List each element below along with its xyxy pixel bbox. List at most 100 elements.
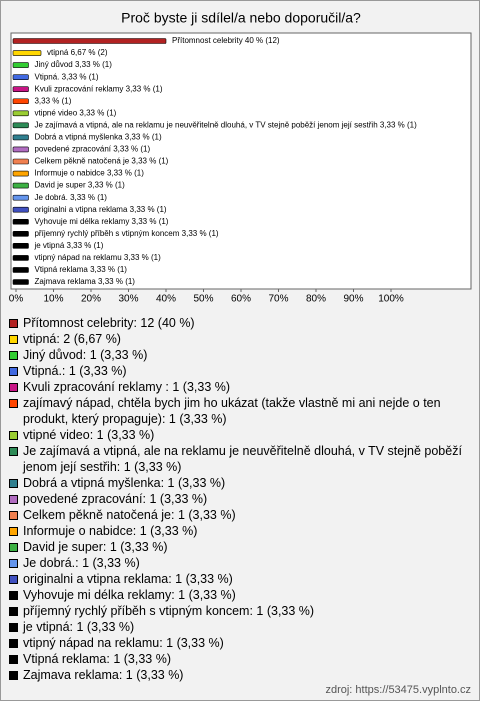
legend-label: zajímavý nápad, chtěla bych jim ho ukáza…	[23, 396, 441, 426]
legend-label: David je super: 1 (3,33 %)	[23, 540, 168, 554]
legend-label: Informuje o nabidce: 1 (3,33 %)	[23, 524, 198, 538]
legend-label: vtipné video: 1 (3,33 %)	[23, 428, 155, 442]
bar	[12, 50, 42, 56]
legend-label: Zajmava reklama: 1 (3,33 %)	[23, 668, 184, 682]
data-label: Kvuli zpracování reklamy 3,33 % (1)	[34, 84, 162, 93]
x-tick-label: 70%	[268, 294, 288, 305]
legend-swatch	[9, 335, 18, 344]
bar	[12, 38, 167, 44]
chart: Proč byste ji sdílel/a nebo doporučil/a?…	[9, 10, 472, 305]
data-label: Celkem pěkně natočená je 3,33 % (1)	[34, 157, 168, 166]
legend-item: Je dobrá.: 1 (3,33 %)	[9, 555, 471, 571]
legend-swatch	[9, 527, 18, 536]
data-label: vtipná 6,67 % (2)	[47, 48, 108, 57]
data-label: David je super 3,33 % (1)	[34, 181, 125, 190]
legend-swatch	[9, 671, 18, 680]
legend-swatch	[9, 319, 18, 328]
legend-item: Vtipná.: 1 (3,33 %)	[9, 363, 471, 379]
bar	[12, 218, 29, 225]
bar	[12, 110, 29, 117]
data-label: Je dobrá. 3,33 % (1)	[34, 193, 107, 202]
legend-swatch	[9, 495, 18, 504]
legend-swatch	[9, 591, 18, 600]
legend-item: Je zajímavá a vtipná, ale na reklamu je …	[9, 443, 471, 475]
legend-swatch	[9, 639, 18, 648]
legend-item: Celkem pěkně natočená je: 1 (3,33 %)	[9, 507, 471, 523]
legend-item: vtipné video: 1 (3,33 %)	[9, 427, 471, 443]
data-label: Vtipná. 3,33 % (1)	[34, 72, 98, 81]
data-label: příjemný rychlý příběh s vtipným koncem …	[34, 229, 218, 238]
legend-item: povedené zpracování: 1 (3,33 %)	[9, 491, 471, 507]
bar	[12, 243, 29, 249]
data-label: Přítomnost celebrity 40 % (12)	[172, 36, 280, 45]
bar	[12, 134, 29, 141]
bar	[12, 74, 29, 80]
legend-label: Je dobrá.: 1 (3,33 %)	[23, 556, 140, 570]
data-label: Je zajímavá a vtipná, ale na reklamu je …	[34, 120, 417, 129]
legend-item: David je super: 1 (3,33 %)	[9, 539, 471, 555]
legend-swatch	[9, 655, 18, 664]
legend-item: Kvuli zpracování reklamy : 1 (3,33 %)	[9, 379, 471, 395]
bar	[12, 182, 29, 189]
legend-swatch	[9, 383, 18, 392]
legend-label: vtipná: 2 (6,67 %)	[23, 332, 121, 346]
legend-swatch	[9, 543, 18, 552]
bar	[12, 267, 29, 273]
legend-item: vtipný nápad na reklamu: 1 (3,33 %)	[9, 635, 471, 651]
legend-swatch	[9, 575, 18, 584]
data-label: Jiný důvod 3,33 % (1)	[34, 60, 112, 69]
bar	[12, 279, 29, 285]
legend-label: Jiný důvod: 1 (3,33 %)	[23, 348, 148, 362]
data-label: Dobrá a vtipná myšlenka 3,33 % (1)	[34, 133, 162, 142]
legend-label: příjemný rychlý příběh s vtipným koncem:…	[23, 604, 315, 618]
legend-item: vtipná: 2 (6,67 %)	[9, 331, 471, 347]
bar	[12, 98, 29, 105]
bar	[12, 122, 29, 129]
legend-swatch	[9, 447, 18, 456]
bar	[12, 146, 29, 153]
legend-label: Dobrá a vtipná myšlenka: 1 (3,33 %)	[23, 476, 226, 490]
data-label: Vtipná reklama 3,33 % (1)	[34, 265, 127, 274]
x-tick-label: 0%	[9, 294, 24, 305]
legend-swatch	[9, 351, 18, 360]
x-tick-label: 90%	[343, 294, 363, 305]
legend-label: je vtipná: 1 (3,33 %)	[23, 620, 135, 634]
legend-swatch	[9, 559, 18, 568]
legend-item: Informuje o nabidce: 1 (3,33 %)	[9, 523, 471, 539]
x-tick-label: 20%	[81, 294, 101, 305]
data-label: Vyhovuje mi délka reklamy 3,33 % (1)	[34, 217, 168, 226]
data-label: vtipný nápad na reklamu 3,33 % (1)	[34, 253, 161, 262]
legend-swatch	[9, 431, 18, 440]
legend-label: vtipný nápad na reklamu: 1 (3,33 %)	[23, 636, 224, 650]
legend-item: Dobrá a vtipná myšlenka: 1 (3,33 %)	[9, 475, 471, 491]
x-tick-label: 50%	[193, 294, 213, 305]
legend-label: Vtipná.: 1 (3,33 %)	[23, 364, 127, 378]
chart-title: Proč byste ji sdílel/a nebo doporučil/a?	[121, 10, 361, 26]
legend-swatch	[9, 399, 18, 408]
bar	[12, 194, 29, 201]
x-tick-label: 60%	[231, 294, 251, 305]
bar	[12, 170, 29, 177]
data-label: povedené zpracování 3,33 % (1)	[34, 145, 150, 154]
source: zdroj: https://53475.vyplnto.cz	[325, 684, 471, 696]
legend-swatch	[9, 479, 18, 488]
legend-item: originalni a vtipna reklama: 1 (3,33 %)	[9, 571, 471, 587]
legend-label: Kvuli zpracování reklamy : 1 (3,33 %)	[23, 380, 231, 394]
legend-item: Vyhovuje mi délka reklamy: 1 (3,33 %)	[9, 587, 471, 603]
legend-item: příjemný rychlý příběh s vtipným koncem:…	[9, 603, 471, 619]
x-tick-label: 10%	[43, 294, 63, 305]
bar	[12, 206, 29, 213]
data-label: 3,33 % (1)	[34, 96, 71, 105]
legend-item: Vtipná reklama: 1 (3,33 %)	[9, 651, 471, 667]
x-tick-label: 80%	[306, 294, 326, 305]
legend-label: Vtipná reklama: 1 (3,33 %)	[23, 652, 171, 666]
legend-label: Je zajímavá a vtipná, ale na reklamu je …	[23, 444, 462, 474]
data-label: Zajmava reklama 3,33 % (1)	[34, 277, 135, 286]
data-label: originalni a vtipna reklama 3,33 % (1)	[34, 205, 166, 214]
legend-item: Zajmava reklama: 1 (3,33 %)	[9, 667, 471, 683]
x-tick-label: 100%	[378, 294, 404, 305]
legend-swatch	[9, 367, 18, 376]
bar	[12, 158, 29, 165]
x-tick-label: 40%	[156, 294, 176, 305]
